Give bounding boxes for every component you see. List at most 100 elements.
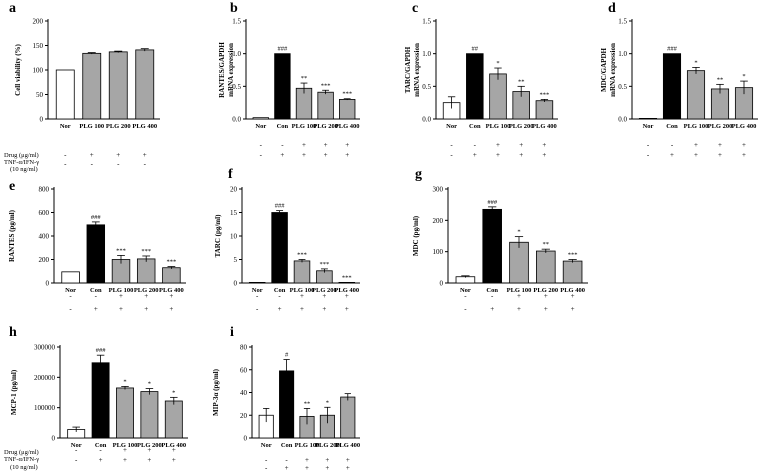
treatment-symbol: + (147, 446, 151, 454)
bar-con (87, 225, 105, 283)
y-tick-label: 1.0 (618, 50, 627, 58)
panel-label: d (608, 1, 616, 16)
treatment-symbol: + (544, 292, 548, 300)
y-axis-title-line2: mRNA expression (609, 43, 617, 97)
x-tick-label: PLG 100 (486, 123, 511, 130)
y-axis-title: MDC (pg/ml) (412, 215, 420, 256)
y-tick-label: 15 (230, 209, 238, 217)
panel-b: b0.00.51.01.5RANTES/GAPDH mRNA expression… (218, 1, 360, 159)
significance-label: *** (568, 252, 578, 259)
treatment-row-label: TNF-α/IFN-γ (4, 159, 39, 166)
treatment-symbol: - (69, 305, 72, 313)
treatment-symbol: + (694, 151, 698, 159)
y-axis-title: MDC/GAPDH (600, 47, 608, 91)
y-tick-label: 0 (244, 435, 248, 443)
bar-plg-400 (563, 261, 582, 283)
significance-label: *** (167, 259, 177, 266)
x-tick-label: PLG 400 (732, 123, 757, 130)
bar-con (663, 54, 680, 119)
y-tick-label: 1.5 (422, 18, 431, 26)
bar-plg-100 (116, 388, 133, 438)
treatment-symbol: - (671, 141, 674, 149)
y-tick-label: 200000 (34, 374, 56, 382)
y-tick-label: 100 (33, 67, 44, 75)
significance-label: # (285, 352, 289, 359)
significance-label: ** (543, 241, 550, 248)
bar-plg-100 (490, 74, 507, 119)
treatment-symbol: + (496, 141, 500, 149)
treatment-symbol: + (143, 151, 147, 159)
panel-a: a050100150200Cell viability (%)Nor PLG 10… (9, 1, 160, 168)
y-tick-label: 150 (33, 42, 44, 50)
treatment-symbol: + (300, 292, 304, 300)
treatment-symbol: + (544, 305, 548, 313)
panel-e: e0200400600800RANTES (pg/ml)Nor###Con***… (8, 179, 186, 313)
treatment-symbol: + (324, 141, 328, 149)
y-tick-label: 0.5 (422, 83, 431, 91)
y-axis-title-line2: mRNA expression (413, 43, 421, 97)
significance-label: ** (301, 75, 308, 82)
significance-label: ### (96, 347, 107, 354)
treatment-row-label: (10 ng/ml) (10, 166, 38, 173)
significance-label: ** (304, 400, 311, 407)
significance-label: ## (472, 46, 479, 53)
y-tick-label: 0.0 (232, 116, 241, 124)
y-tick-label: 1.5 (618, 18, 627, 26)
treatment-symbol: + (119, 292, 123, 300)
treatment-symbol: + (345, 141, 349, 149)
panel-f: f 0 5 10 15 20 TARC (pg/ml) Nor ### Con *** PLG 100… (214, 167, 360, 313)
treatment-row-label: (10 ng/ml) (10, 464, 38, 471)
y-tick-label: 50 (36, 91, 44, 99)
treatment-symbol: + (280, 151, 284, 159)
treatment-symbol: + (302, 141, 306, 149)
treatment-symbol: - (256, 305, 259, 313)
treatment-symbol: + (325, 456, 329, 464)
treatment-symbol: + (571, 292, 575, 300)
treatment-symbol: + (305, 464, 309, 472)
bar-con (466, 54, 483, 119)
treatment-symbol: + (345, 305, 349, 313)
significance-label: ** (518, 78, 525, 85)
bar-nor (249, 282, 265, 283)
treatment-symbol: - (265, 464, 268, 472)
treatment-row-label: Drug (μg/ml) (4, 449, 39, 456)
bar-plg-100 (294, 261, 310, 283)
y-tick-label: 0 (52, 435, 56, 443)
significance-label: *** (342, 91, 352, 98)
treatment-symbol: - (91, 160, 94, 168)
panel-g: g0100200300MDC (pg/ml)Nor###Con*PLG 100*… (412, 167, 588, 313)
treatment-symbol: + (346, 456, 350, 464)
y-axis-title: TARC/GAPDH (404, 46, 412, 93)
y-tick-label: 600 (39, 209, 50, 217)
y-tick-label: 100 (433, 248, 444, 256)
treatment-symbol: + (169, 292, 173, 300)
x-tick-label: PLG 200 (708, 123, 733, 130)
treatment-symbol: + (123, 456, 127, 464)
bar-con (272, 213, 288, 284)
treatment-symbol: + (99, 456, 103, 464)
treatment-symbol: + (116, 151, 120, 159)
significance-label: * (326, 399, 329, 406)
treatment-symbol: + (519, 151, 523, 159)
treatment-symbol: - (265, 456, 268, 464)
bar-plg-200 (318, 92, 334, 119)
bar-plg-100 (83, 53, 101, 119)
y-tick-label: 100000 (34, 404, 56, 412)
x-tick-label: PLG 100 (79, 123, 104, 130)
treatment-symbol: + (694, 141, 698, 149)
significance-label: * (172, 389, 175, 396)
treatment-symbol: - (144, 160, 147, 168)
treatment-symbol: - (64, 151, 67, 159)
treatment-symbol: - (647, 151, 650, 159)
significance-label: ### (91, 214, 102, 221)
treatment-symbol: + (322, 292, 326, 300)
significance-label: *** (141, 248, 151, 255)
treatment-symbol: + (285, 464, 289, 472)
treatment-symbol: + (571, 305, 575, 313)
bar-plg-400 (536, 101, 553, 119)
bar-plg-400 (163, 268, 181, 283)
treatment-row-label: Drug (μg/ml) (4, 152, 39, 159)
significance-label: *** (321, 82, 331, 89)
x-tick-label: Nor (255, 123, 266, 130)
significance-label: ### (275, 203, 286, 210)
